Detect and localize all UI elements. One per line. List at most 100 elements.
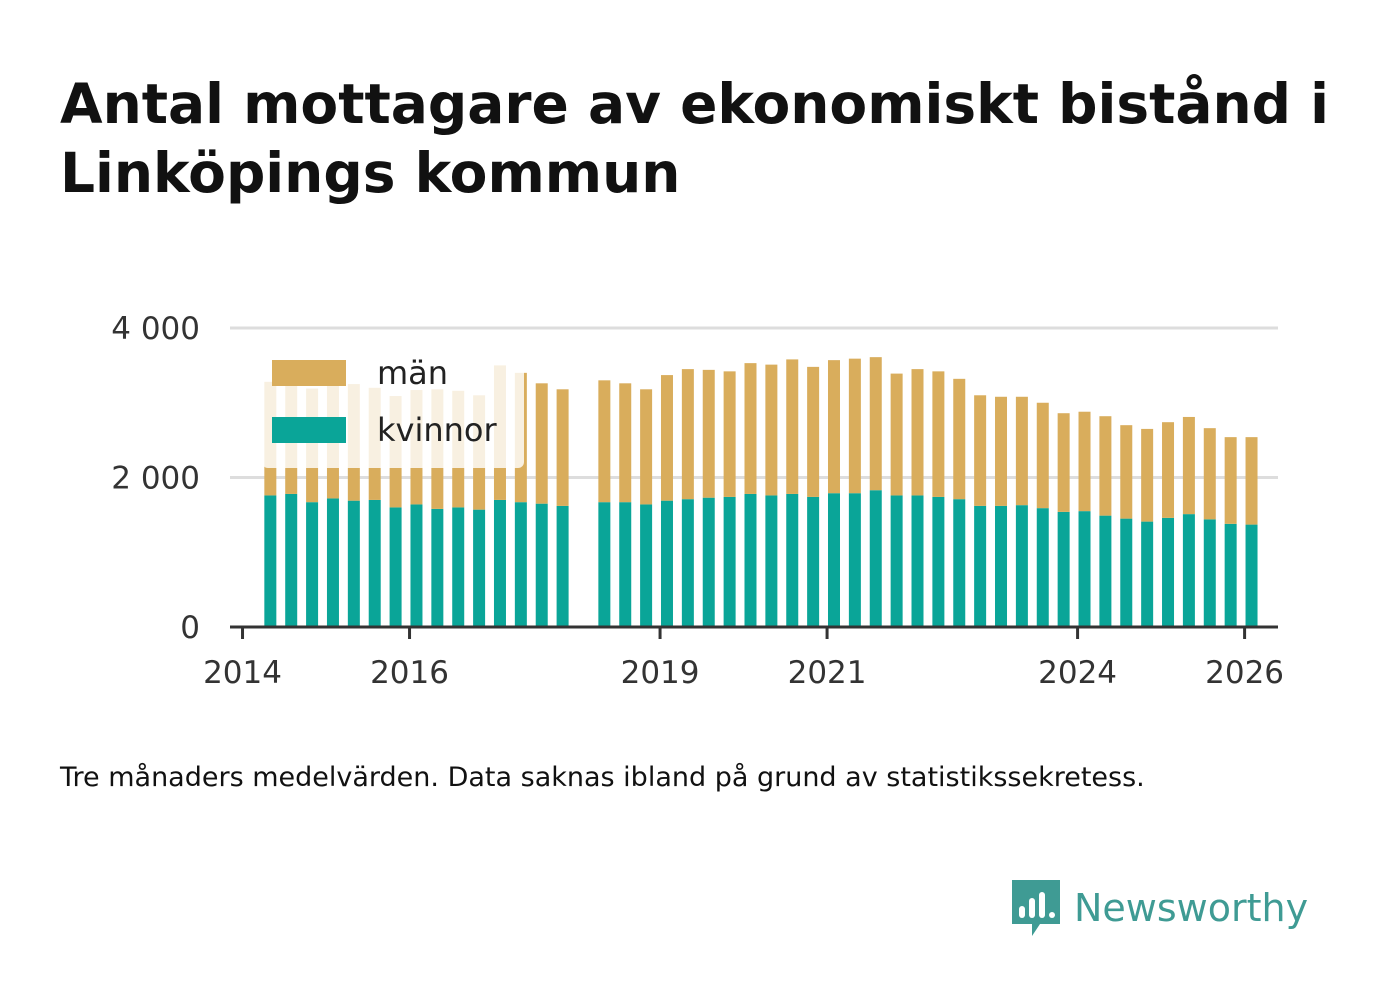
bar-man	[1036, 402, 1049, 509]
bar-man	[911, 369, 924, 496]
bar-kvinnor	[473, 509, 486, 627]
bar-man	[619, 383, 632, 503]
bar-kvinnor	[660, 500, 673, 627]
legend-label: män	[377, 354, 448, 392]
bar-man	[744, 363, 757, 494]
bar-kvinnor	[1182, 514, 1195, 627]
newsworthy-logo-icon	[1012, 880, 1060, 936]
bar-kvinnor	[389, 507, 402, 627]
x-tick-label: 2014	[203, 655, 282, 691]
brand-name: Newsworthy	[1074, 886, 1309, 930]
bar-kvinnor	[535, 503, 548, 627]
bar-kvinnor	[1078, 511, 1091, 627]
bar-man	[598, 380, 611, 503]
chart-area: 0 2 000 4 000 2014 2016 2019 2021 2024 2026 män…	[111, 311, 1284, 691]
x-tick-label: 2019	[621, 655, 700, 691]
bar-kvinnor	[1162, 517, 1175, 627]
x-tick-label: 2026	[1205, 655, 1284, 691]
bar-kvinnor	[974, 505, 987, 627]
bar-kvinnor	[1057, 511, 1070, 627]
bar-kvinnor	[786, 493, 799, 627]
bar-kvinnor	[765, 495, 778, 627]
bar-man	[681, 369, 694, 500]
bar-man	[932, 371, 945, 497]
bar-kvinnor	[807, 496, 820, 627]
y-axis: 0 2 000 4 000	[111, 311, 200, 646]
bar-kvinnor	[1224, 523, 1237, 627]
bar-kvinnor	[410, 504, 423, 627]
bar-kvinnor	[306, 502, 319, 627]
bar-kvinnor	[1245, 524, 1258, 627]
bar-kvinnor	[1141, 521, 1154, 627]
bar-kvinnor	[264, 495, 277, 627]
bar-man	[660, 375, 673, 501]
bar-kvinnor	[1120, 518, 1133, 627]
legend-swatch-man	[272, 360, 346, 386]
brand: Newsworthy	[1010, 878, 1308, 938]
bar-man	[535, 383, 548, 504]
bar-kvinnor	[848, 493, 861, 627]
bar-kvinnor	[326, 498, 339, 627]
bar-man	[1078, 411, 1091, 512]
bar-kvinnor	[640, 504, 653, 627]
bar-kvinnor	[431, 508, 444, 627]
bar-kvinnor	[368, 499, 381, 627]
bar-man	[848, 358, 861, 494]
bar-kvinnor	[702, 497, 715, 627]
bar-man	[1182, 416, 1195, 515]
bar-kvinnor	[1203, 519, 1216, 627]
bar-kvinnor	[890, 495, 903, 627]
chart-title: Antal mottagare av ekonomiskt bistånd i …	[60, 72, 1330, 205]
bar-kvinnor	[1036, 508, 1049, 627]
bar-man	[765, 364, 778, 496]
bar-man	[890, 373, 903, 496]
bar-kvinnor	[285, 493, 298, 627]
legend: män kvinnor	[262, 348, 524, 468]
bar-series	[264, 357, 1258, 627]
bar-man	[1057, 413, 1070, 512]
bar-kvinnor	[1015, 505, 1028, 627]
bar-man	[1224, 437, 1237, 524]
y-tick-label: 0	[180, 610, 200, 646]
bar-kvinnor	[556, 505, 569, 627]
bar-man	[869, 357, 882, 491]
bar-kvinnor	[827, 493, 840, 627]
bar-man	[556, 389, 569, 506]
bar-man	[702, 369, 715, 498]
bar-man	[1099, 416, 1112, 516]
bar-man	[827, 360, 840, 494]
bar-kvinnor	[1099, 515, 1112, 627]
bar-kvinnor	[598, 502, 611, 627]
bar-man	[1141, 428, 1154, 522]
bar-man	[1162, 422, 1175, 518]
bar-kvinnor	[932, 496, 945, 627]
bar-kvinnor	[995, 505, 1008, 627]
bar-kvinnor	[619, 502, 632, 627]
bar-man	[1015, 396, 1028, 506]
bar-man	[1245, 437, 1258, 525]
bar-kvinnor	[681, 499, 694, 627]
bar-man	[1120, 425, 1133, 519]
bar-kvinnor	[953, 499, 966, 627]
bar-man	[953, 378, 966, 500]
x-axis: 2014 2016 2019 2021 2024 2026	[203, 625, 1284, 691]
bar-kvinnor	[869, 490, 882, 627]
y-tick-label: 2 000	[111, 461, 200, 497]
bar-man	[807, 366, 820, 497]
x-tick-label: 2016	[370, 655, 449, 691]
bar-man	[1203, 428, 1216, 520]
bar-man	[786, 359, 799, 494]
chart-caption: Tre månaders medelvärden. Data saknas ib…	[60, 762, 1145, 793]
bar-man	[723, 371, 736, 497]
y-tick-label: 4 000	[111, 311, 200, 347]
bar-kvinnor	[911, 495, 924, 627]
x-tick-label: 2024	[1038, 655, 1117, 691]
x-tick-label: 2021	[788, 655, 867, 691]
legend-swatch-kvinnor	[272, 417, 346, 443]
legend-label: kvinnor	[377, 411, 498, 449]
bar-kvinnor	[452, 507, 465, 627]
bar-man	[640, 389, 653, 505]
bar-man	[974, 395, 987, 506]
bar-kvinnor	[493, 499, 506, 627]
bar-kvinnor	[744, 493, 757, 627]
